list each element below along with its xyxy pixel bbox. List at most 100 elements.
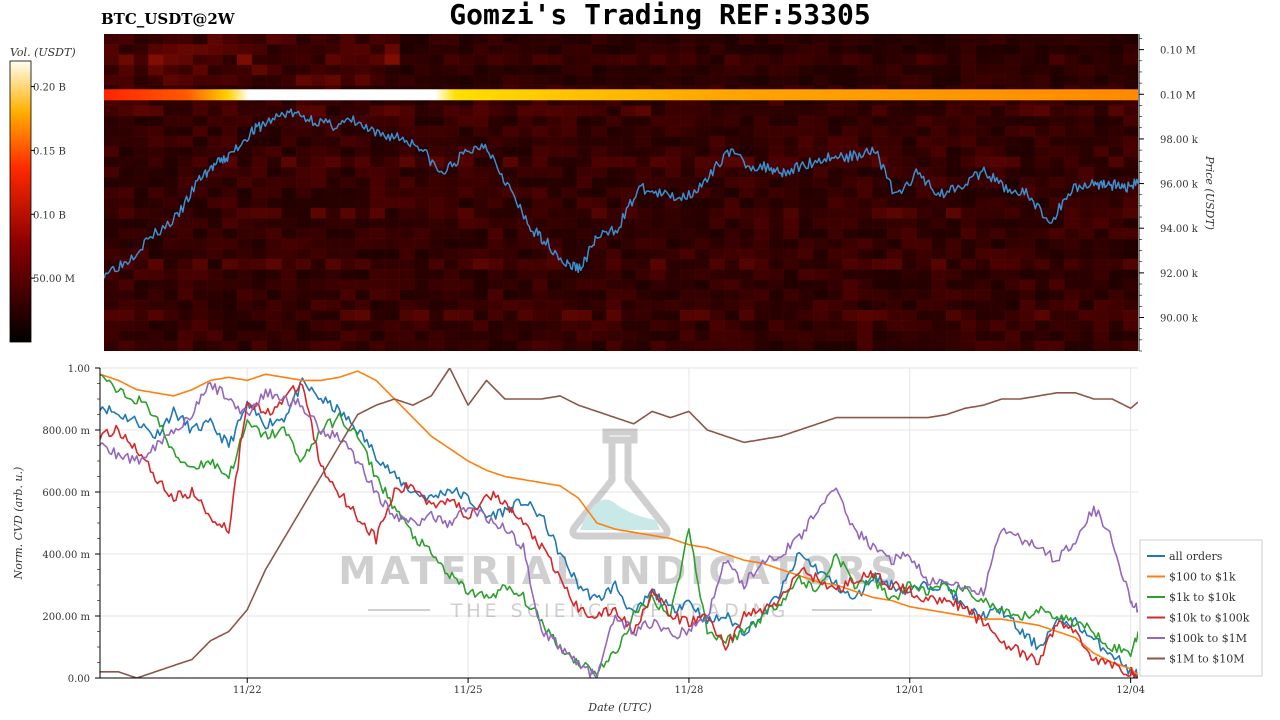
heatmap-cell <box>813 166 829 178</box>
heatmap-cell <box>665 238 681 250</box>
heatmap-cell <box>591 310 607 321</box>
heatmap-cell <box>369 289 386 301</box>
heatmap-cell <box>813 248 829 260</box>
heatmap-cell <box>1019 228 1036 240</box>
heatmap-cell <box>266 207 282 219</box>
heatmap-cell <box>857 54 873 66</box>
heatmap-cell <box>1049 166 1065 178</box>
heatmap-cell <box>621 34 637 45</box>
heatmap-cell <box>768 187 784 199</box>
heatmap-cell <box>104 54 120 66</box>
heatmap-cell <box>325 320 341 332</box>
heatmap-cell <box>532 187 548 199</box>
heatmap-cell <box>694 44 711 55</box>
heatmap-cell <box>547 115 563 127</box>
heatmap-cell <box>458 248 474 260</box>
heatmap-cell <box>502 330 519 342</box>
heatmap-cell <box>502 238 519 250</box>
heatmap-cell <box>635 166 652 178</box>
heatmap-cell <box>488 218 504 229</box>
heatmap-cell <box>532 177 548 188</box>
heatmap-cell <box>340 95 356 107</box>
heatmap-cell <box>207 146 223 158</box>
heatmap-cell <box>872 34 888 45</box>
heatmap-cell <box>517 156 533 168</box>
heatmap-cell <box>591 289 607 301</box>
heatmap-cell <box>798 310 814 321</box>
heatmap-cell <box>931 218 947 229</box>
heatmap-cell <box>990 197 1006 209</box>
heatmap-cell <box>857 44 873 55</box>
heatmap-cell <box>1049 95 1065 107</box>
heatmap-cell <box>931 54 947 66</box>
heatmap-cell <box>931 289 947 301</box>
heatmap-cell <box>1123 177 1138 188</box>
heatmap-cell <box>207 126 223 137</box>
heatmap-cell <box>665 289 681 301</box>
heatmap-cell <box>428 218 445 229</box>
heatmap-cell <box>517 299 533 311</box>
heatmap-cell <box>118 177 135 188</box>
heatmap-cell <box>1093 34 1109 45</box>
heatmap-cell <box>1078 146 1095 158</box>
heatmap-cell <box>901 44 917 55</box>
heatmap-cell <box>133 258 149 270</box>
heatmap-cell <box>872 248 888 260</box>
heatmap-cell <box>665 299 681 311</box>
heatmap-cell <box>177 218 194 229</box>
heatmap-cell <box>1019 136 1036 147</box>
heatmap-cell <box>251 340 267 351</box>
heatmap-cell <box>842 197 858 209</box>
heatmap-cell <box>104 105 120 117</box>
heatmap-cell <box>842 330 858 342</box>
heatmap-cell <box>709 330 725 342</box>
heatmap-cell <box>650 258 666 270</box>
heatmap-cell <box>488 197 504 209</box>
heatmap-cell <box>931 146 947 158</box>
heatmap-cell <box>1078 136 1095 147</box>
heatmap-cell <box>591 228 607 240</box>
heatmap-cell <box>872 340 888 351</box>
heatmap-cell <box>1108 156 1124 168</box>
heatmap-cell <box>192 320 208 332</box>
heatmap-cell <box>783 279 799 291</box>
colorbar-tick-label: 0.10 B <box>33 210 66 221</box>
heatmap-cell <box>502 74 519 86</box>
heatmap-cell <box>1108 248 1124 260</box>
heatmap-cell <box>975 269 991 280</box>
heatmap-cell <box>163 310 179 321</box>
heatmap-cell <box>532 279 548 291</box>
heatmap-cell <box>694 238 711 250</box>
heatmap-cell <box>827 320 844 332</box>
heatmap-cell <box>517 105 533 117</box>
heatmap-cell <box>547 64 563 76</box>
heatmap-cell <box>473 330 489 342</box>
heatmap-cell <box>1064 54 1080 66</box>
heatmap-cell <box>1093 74 1109 86</box>
heatmap-cell <box>576 238 592 250</box>
cvd-x-ticks: 11/22 11/25 11/28 12/01 12/04 <box>233 678 1145 696</box>
heatmap-cell <box>428 340 445 351</box>
heatmap-cell <box>281 330 297 342</box>
heatmap-cell <box>768 177 784 188</box>
heatmap-cell <box>384 330 400 342</box>
heatmap-cell <box>665 95 681 107</box>
heatmap-cell <box>739 340 755 351</box>
heatmap-cell <box>842 299 858 311</box>
heatmap-cell <box>148 320 164 332</box>
heatmap-cell <box>960 187 977 199</box>
heatmap-cell <box>739 320 755 332</box>
heatmap-cell <box>1049 258 1065 270</box>
heatmap-cell <box>606 310 622 321</box>
heatmap-cell <box>428 166 445 178</box>
heatmap-cell <box>768 126 784 137</box>
heatmap-cell <box>650 54 666 66</box>
heatmap-cell <box>399 330 415 342</box>
heatmap-cell <box>576 218 592 229</box>
heatmap-cell <box>813 177 829 188</box>
heatmap-cell <box>798 34 814 45</box>
heatmap-cell <box>384 115 400 127</box>
heatmap-cell <box>133 299 149 311</box>
heatmap-cell <box>266 105 282 117</box>
heatmap-cell <box>384 126 400 137</box>
